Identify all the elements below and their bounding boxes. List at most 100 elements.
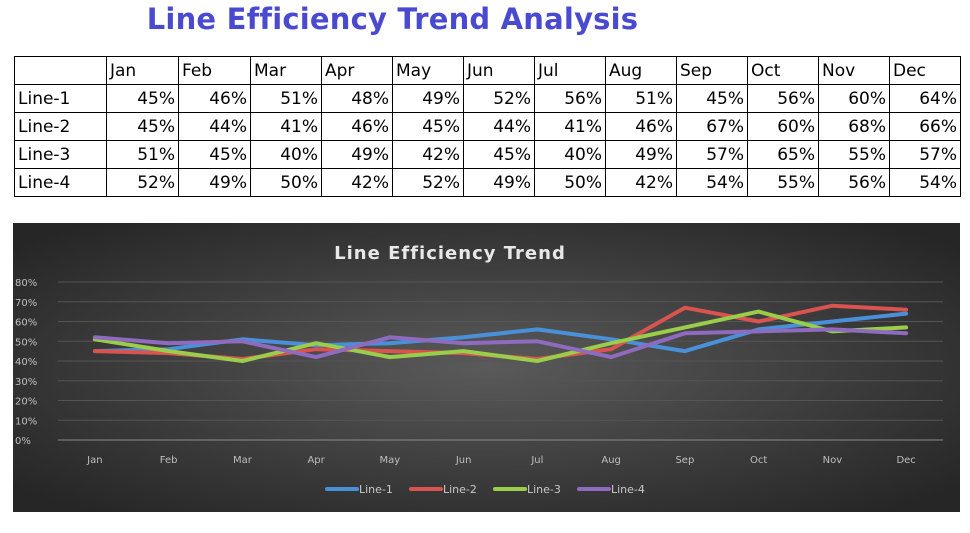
table-header-feb: Feb	[178, 56, 251, 85]
table-cell: 49%	[321, 140, 393, 169]
x-tick-label: Dec	[896, 455, 915, 466]
table-cell: 51%	[250, 84, 322, 113]
table-cell: 46%	[605, 112, 677, 141]
row-label: Line-4	[14, 168, 107, 197]
table-cell: 42%	[321, 168, 393, 197]
table-header-jan: Jan	[106, 56, 179, 85]
table-cell: 67%	[676, 112, 748, 141]
table-row: Line-1 45% 46% 51% 48% 49% 52% 56% 51% 45% 56% 60% 6…	[14, 84, 961, 113]
table-header-row: Jan Feb Mar Apr May Jun Jul Aug Sep Oct Nov Dec	[14, 56, 961, 85]
y-tick-label: 0%	[15, 436, 31, 447]
y-tick-label: 30%	[15, 377, 37, 388]
y-tick-label: 70%	[15, 298, 37, 309]
legend-label: Line-4	[611, 483, 645, 496]
y-tick-label: 20%	[15, 397, 37, 408]
table-cell: 49%	[392, 84, 464, 113]
table-cell: 54%	[676, 168, 748, 197]
x-tick-label: Jun	[455, 455, 472, 466]
table-cell: 55%	[747, 168, 819, 197]
line-chart: Line Efficiency Trend 0% 10% 20% 30% 40% 50% 6…	[13, 223, 960, 512]
table-cell: 48%	[321, 84, 393, 113]
chart-background	[13, 223, 960, 512]
page-title: Line Efficiency Trend Analysis	[146, 2, 639, 36]
table-cell: 45%	[178, 140, 251, 169]
table-cell: 45%	[392, 112, 464, 141]
legend-item-line-4: Line-4	[577, 483, 645, 496]
table-header-apr: Apr	[321, 56, 393, 85]
table-cell: 51%	[605, 84, 677, 113]
table-corner-cell	[14, 56, 107, 85]
table-cell: 55%	[818, 140, 890, 169]
table-row: Line-4 52% 49% 50% 42% 52% 49% 50% 42% 54% 55% 56% 5…	[14, 168, 961, 197]
table-cell: 49%	[178, 168, 251, 197]
row-label: Line-1	[14, 84, 107, 113]
table-cell: 68%	[818, 112, 890, 141]
table-header-nov: Nov	[818, 56, 890, 85]
y-tick-label: 50%	[15, 337, 37, 348]
table-cell: 42%	[605, 168, 677, 197]
x-tick-label: Mar	[233, 455, 253, 466]
table-cell: 52%	[392, 168, 464, 197]
table-header-jul: Jul	[534, 56, 606, 85]
table-header-oct: Oct	[747, 56, 819, 85]
table-cell: 57%	[676, 140, 748, 169]
table-row: Line-2 45% 44% 41% 46% 45% 44% 41% 46% 67% 60% 68% 6…	[14, 112, 961, 141]
efficiency-table: Jan Feb Mar Apr May Jun Jul Aug Sep Oct Nov Dec Lin…	[14, 56, 961, 197]
series-line-line-4	[92, 327, 909, 360]
legend-item-line-1: Line-1	[325, 483, 393, 496]
x-tick-label: Apr	[307, 455, 325, 466]
x-tick-label: Sep	[675, 455, 694, 466]
x-tick-label: Jan	[86, 455, 102, 466]
table-header-may: May	[392, 56, 464, 85]
legend-item-line-2: Line-2	[409, 483, 477, 496]
chart-title: Line Efficiency Trend	[334, 243, 566, 264]
table-cell: 42%	[392, 140, 464, 169]
x-tick-label: Jul	[530, 455, 543, 466]
table-cell: 60%	[818, 84, 890, 113]
table-cell: 52%	[106, 168, 179, 197]
table-cell: 64%	[889, 84, 961, 113]
legend-label: Line-1	[359, 483, 393, 496]
row-label: Line-3	[14, 140, 107, 169]
y-tick-label: 40%	[15, 357, 37, 368]
table-cell: 46%	[178, 84, 251, 113]
table-cell: 66%	[889, 112, 961, 141]
x-tick-label: May	[380, 455, 401, 466]
table-cell: 44%	[178, 112, 251, 141]
table-cell: 49%	[463, 168, 535, 197]
table-cell: 40%	[534, 140, 606, 169]
legend-item-line-3: Line-3	[493, 483, 561, 496]
table-header-mar: Mar	[250, 56, 322, 85]
y-tick-label: 60%	[15, 318, 37, 329]
table-cell: 49%	[605, 140, 677, 169]
table-cell: 45%	[463, 140, 535, 169]
table-cell: 57%	[889, 140, 961, 169]
row-label: Line-2	[14, 112, 107, 141]
table-row: Line-3 51% 45% 40% 49% 42% 45% 40% 49% 57% 65% 55% 5…	[14, 140, 961, 169]
table-cell: 45%	[106, 84, 179, 113]
table-cell: 50%	[250, 168, 322, 197]
legend-label: Line-2	[443, 483, 477, 496]
series-line-line-3	[92, 309, 909, 363]
table-cell: 40%	[250, 140, 322, 169]
table-cell: 50%	[534, 168, 606, 197]
x-tick-label: Feb	[160, 455, 178, 466]
x-tick-label: Aug	[601, 455, 621, 466]
table-cell: 51%	[106, 140, 179, 169]
table-cell: 44%	[463, 112, 535, 141]
table-header-jun: Jun	[463, 56, 535, 85]
table-header-dec: Dec	[889, 56, 961, 85]
table-header-sep: Sep	[676, 56, 748, 85]
table-cell: 65%	[747, 140, 819, 169]
table-cell: 56%	[534, 84, 606, 113]
legend-label: Line-3	[527, 483, 561, 496]
table-cell: 52%	[463, 84, 535, 113]
y-tick-label: 80%	[15, 278, 37, 289]
table-cell: 41%	[534, 112, 606, 141]
table-cell: 45%	[106, 112, 179, 141]
table-cell: 46%	[321, 112, 393, 141]
x-tick-label: Nov	[823, 455, 843, 466]
y-tick-label: 10%	[15, 416, 37, 427]
table-cell: 45%	[676, 84, 748, 113]
table-header-aug: Aug	[605, 56, 677, 85]
